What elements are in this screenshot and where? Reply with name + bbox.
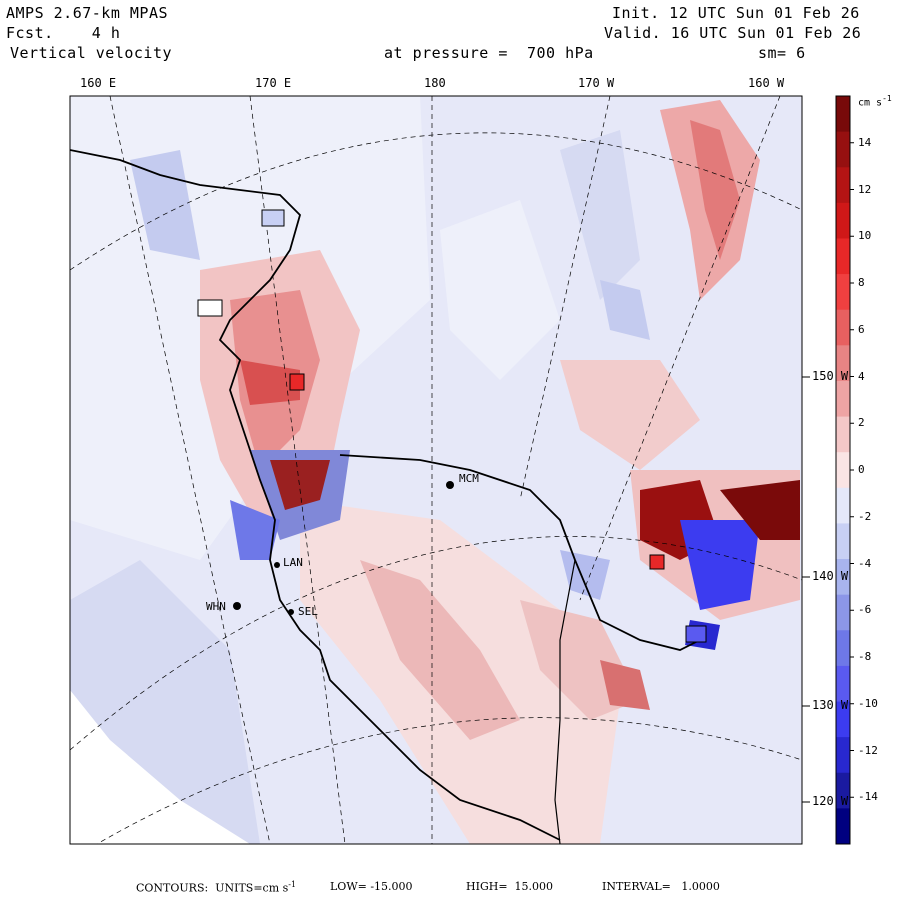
colorbar-swatch — [836, 487, 850, 524]
colorbar-tick-label: -4 — [858, 556, 872, 570]
colorbar-swatch — [836, 131, 850, 168]
lat-label-150w: 150 W — [812, 369, 849, 383]
footer-interval: INTERVAL= 1.0000 — [602, 880, 720, 893]
footer-high: HIGH= 15.000 — [466, 880, 554, 893]
colorbar-swatch — [836, 238, 850, 275]
lon-label-160w: 160 W — [748, 76, 785, 90]
colorbar-tick-label: 10 — [858, 229, 872, 243]
colorbar-tick-label: -12 — [858, 743, 878, 757]
lon-label-170w: 170 W — [578, 76, 615, 90]
colorbar-swatch — [836, 737, 850, 774]
colorbar-swatch — [836, 630, 850, 667]
colorbar-tick-label: -8 — [858, 650, 872, 663]
colorbar-tick-label: 12 — [858, 182, 872, 196]
colorbar-tick-label: 0 — [858, 463, 865, 476]
colorbar-tick-label: -10 — [858, 696, 878, 710]
lon-label-180: 180 — [424, 76, 446, 90]
colorbar-tick-label: 2 — [858, 416, 865, 430]
station-label-whn: WHN — [206, 600, 226, 613]
colorbar-tick-label: -2 — [858, 509, 872, 523]
colorbar-swatch — [836, 559, 850, 596]
colorbar-swatch — [836, 808, 850, 845]
colorbar-tick-label: 6 — [858, 322, 865, 336]
colorbar-tick-label: 14 — [858, 135, 872, 149]
colorbar-tick-label: -14 — [858, 790, 878, 804]
colorbar-tick-label: -6 — [858, 603, 872, 617]
pressure-level: at pressure = 700 hPa — [384, 44, 594, 62]
colorbar-tick-label: 8 — [858, 276, 865, 289]
colorbar-swatch — [836, 452, 850, 489]
lat-label-140w: 140 W — [812, 569, 849, 583]
forecast-hour: Fcst. 4 h — [6, 24, 121, 42]
lon-label-160e: 160 E — [80, 76, 117, 90]
colorbar-swatch — [836, 701, 850, 738]
footer-contours: CONTOURS: UNITS=cm s-1 — [136, 880, 297, 895]
model-title: AMPS 2.67-km MPAS — [6, 4, 169, 22]
colorbar-swatch — [836, 416, 850, 453]
colorbar-swatch — [836, 96, 850, 133]
lat-label-130w: 130 W — [812, 698, 849, 712]
colorbar-swatch — [836, 665, 850, 703]
lon-label-170e: 170 E — [255, 76, 292, 90]
colorbar — [835, 95, 854, 845]
colorbar-swatch — [836, 345, 850, 382]
colorbar-swatch — [836, 167, 850, 204]
colorbar-swatch — [836, 380, 850, 418]
colorbar-swatch — [836, 202, 850, 239]
smoothing: sm= 6 — [758, 44, 806, 62]
station-label-mcm: MCM — [459, 472, 479, 485]
colorbar-swatch — [836, 772, 850, 809]
colorbar-swatch — [836, 274, 850, 311]
colorbar-swatch — [836, 594, 850, 631]
colorbar-swatch — [836, 309, 850, 346]
station-label-sel: SEL — [298, 605, 318, 618]
field-name: Vertical velocity — [10, 44, 173, 62]
colorbar-swatch — [836, 523, 850, 560]
colorbar-tick-label: 4 — [858, 369, 865, 383]
valid-time: Valid. 16 UTC Sun 01 Feb 26 — [604, 24, 862, 42]
lat-label-120w: 120 W — [812, 794, 849, 808]
station-label-lan: LAN — [283, 556, 303, 569]
footer-low: LOW= -15.000 — [330, 880, 413, 893]
init-time: Init. 12 UTC Sun 01 Feb 26 — [612, 4, 860, 22]
colorbar-units: cm s-1 — [858, 94, 892, 109]
